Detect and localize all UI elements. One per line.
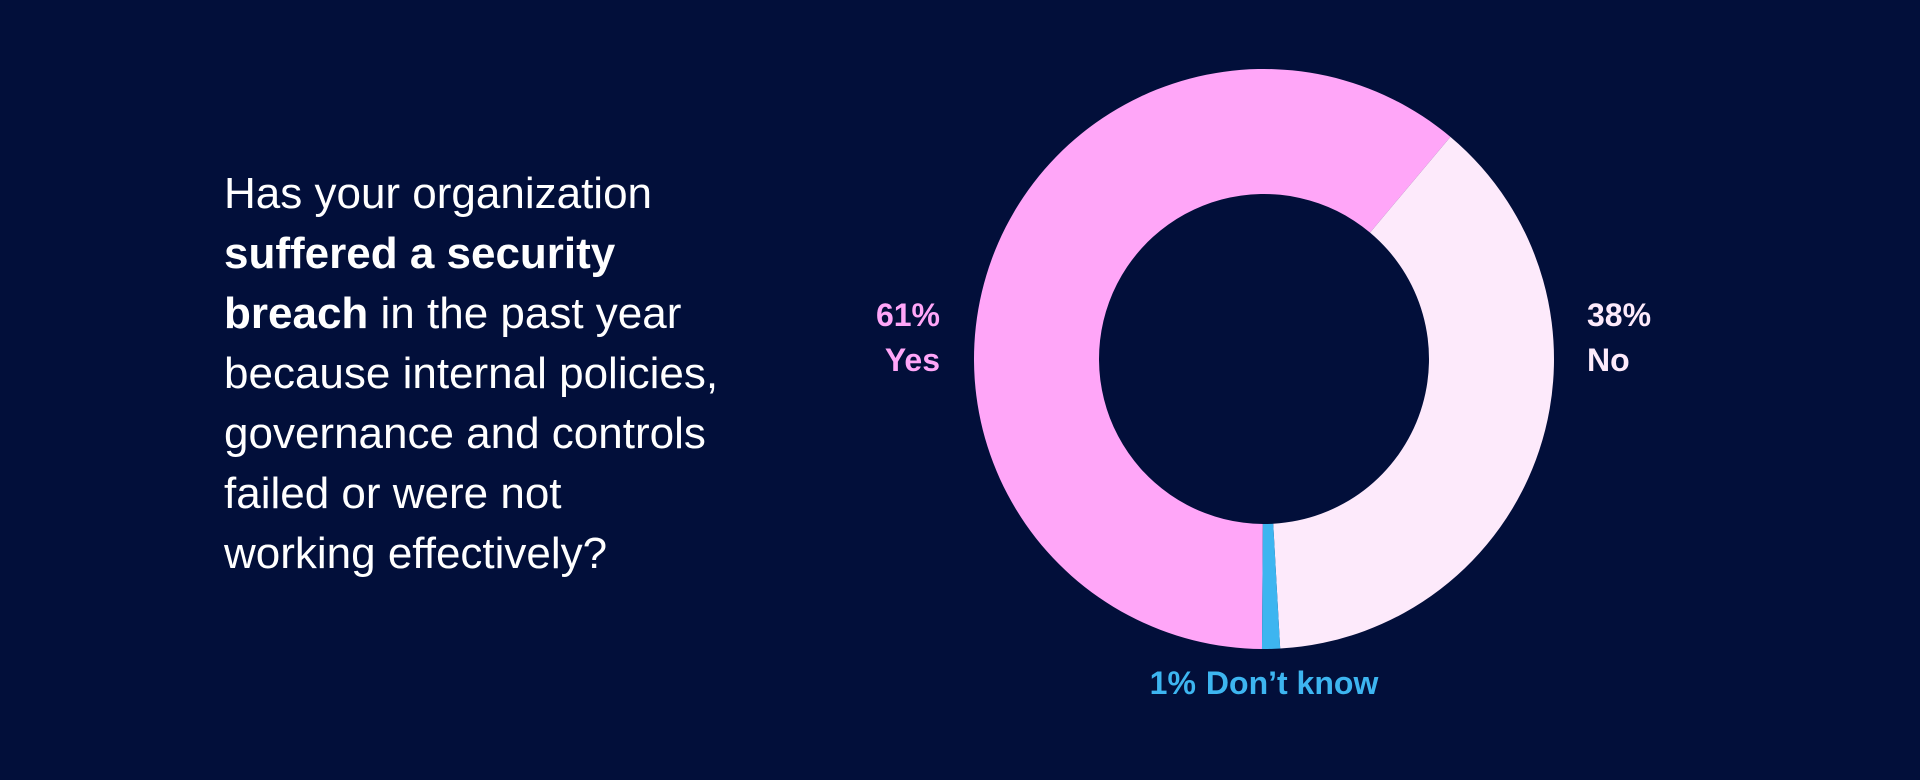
title-line: because internal policies,: [224, 349, 718, 398]
title-segment: governance and controls: [224, 409, 706, 458]
title-segment: in the past year: [368, 289, 681, 338]
donut-slice: [1273, 136, 1555, 649]
title-segment: suffered a security: [224, 229, 616, 278]
value-label: 61%: [876, 297, 940, 333]
title-line: failed or were not: [224, 469, 562, 518]
title-segment: breach: [224, 289, 368, 338]
value-label: 38%: [1587, 297, 1651, 333]
title-line: Has your organization: [224, 169, 652, 218]
category-label: Don’t know: [1206, 665, 1379, 701]
title-line: suffered a security: [224, 229, 616, 278]
category-label: No: [1587, 342, 1630, 378]
donut-slice: [1261, 523, 1281, 649]
title-segment: failed or were not: [224, 469, 562, 518]
title-line: working effectively?: [223, 529, 607, 578]
title-line: governance and controls: [224, 409, 706, 458]
slice-label: 1% Don’t know: [1150, 665, 1379, 701]
donut-slice: [974, 69, 1451, 649]
title-segment: Has your organization: [224, 169, 652, 218]
title-segment: because internal policies,: [224, 349, 718, 398]
category-label: Yes: [885, 342, 940, 378]
value-label: 1%: [1150, 665, 1196, 701]
title-line: breach in the past year: [224, 289, 681, 338]
title-segment: working effectively?: [223, 529, 607, 578]
